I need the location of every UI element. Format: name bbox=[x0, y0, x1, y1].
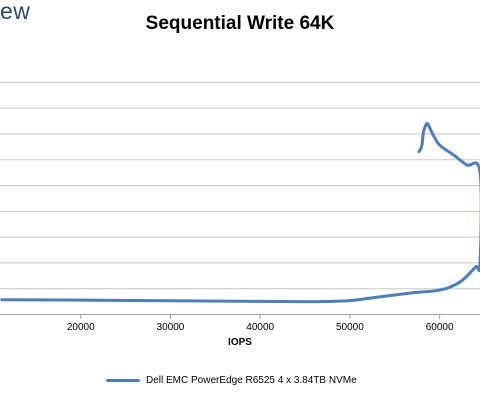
review-logo-text: ew bbox=[0, 0, 31, 24]
x-tick-label-60000: 60000 bbox=[426, 322, 454, 333]
x-tick-label-50000: 50000 bbox=[336, 322, 364, 333]
legend: Dell EMC PowerEdge R6525 4 x 3.84TB NVMe bbox=[106, 375, 357, 386]
x-axis-label: IOPS bbox=[228, 337, 252, 348]
legend-swatch bbox=[106, 379, 140, 382]
x-tick-label-40000: 40000 bbox=[246, 322, 274, 333]
legend-series-label: Dell EMC PowerEdge R6525 4 x 3.84TB NVMe bbox=[146, 375, 357, 386]
x-tick-label-30000: 30000 bbox=[157, 322, 185, 333]
series-line-0 bbox=[0, 121, 480, 304]
x-tick-label-20000: 20000 bbox=[67, 322, 95, 333]
chart-title: Sequential Write 64K bbox=[145, 13, 335, 34]
